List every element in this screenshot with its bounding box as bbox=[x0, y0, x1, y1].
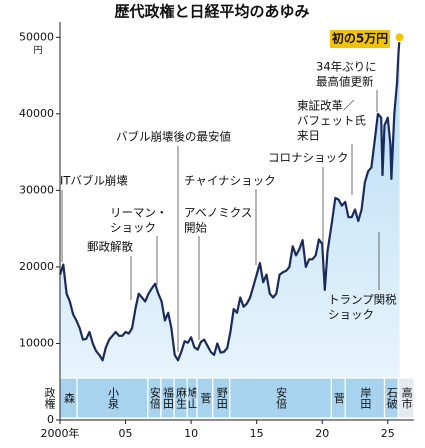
badge-text: 初の5万円 bbox=[332, 31, 388, 46]
y-tick-label: 20000 bbox=[19, 260, 54, 273]
area bbox=[60, 37, 400, 421]
annotation: バフェット氏 bbox=[297, 114, 366, 128]
cabinet-name: 森 bbox=[63, 391, 76, 404]
x-tick-label: 25 bbox=[381, 427, 395, 440]
annotation: チャイナショック bbox=[184, 174, 276, 188]
x-tick-label: 10 bbox=[184, 427, 198, 440]
cabinet-cell bbox=[344, 377, 386, 419]
y-tick-label: 40000 bbox=[19, 107, 54, 120]
annotation: 郵政解散 bbox=[87, 240, 133, 254]
line bbox=[58, 37, 401, 362]
main-layer: 0 10000 20000 30000 40000 50000 円 2000年 05 10 15 20… bbox=[19, 22, 414, 440]
cabinet-cell bbox=[76, 377, 149, 419]
cabinet-name: 福田 bbox=[162, 386, 175, 409]
cabinet-name: 鳩山 bbox=[186, 386, 199, 409]
annotation: 来日 bbox=[297, 129, 320, 143]
cabinet-name: 石破 bbox=[385, 387, 398, 410]
cabinet-name: 小泉 bbox=[106, 387, 119, 409]
y-unit: 円 bbox=[33, 45, 42, 56]
x-tick-label: 2000年 bbox=[41, 426, 80, 440]
end-point bbox=[394, 32, 405, 43]
x-tick-label: 15 bbox=[250, 427, 264, 440]
annotation: バブル崩壊後の最安値 bbox=[116, 130, 231, 144]
annotation: 最高値更新 bbox=[316, 75, 374, 89]
cabinet-cell bbox=[229, 377, 333, 419]
cabinet-name: 高市 bbox=[400, 386, 413, 410]
annotation: コロナショック bbox=[268, 151, 349, 165]
x-tick-label: 20 bbox=[315, 427, 329, 440]
cabinet-label-cell bbox=[38, 378, 60, 418]
chart-title: 歴代政権と日経平均のあゆみ bbox=[114, 3, 309, 21]
cabinet-name: 菅 bbox=[332, 392, 345, 404]
y-tick-label: 10000 bbox=[19, 336, 54, 349]
cabinet-band: 政権森小泉 安倍 福田 麻生鳩山菅野田 安倍菅岸田 石破 高市 bbox=[38, 377, 415, 419]
annotation: アベノミクス bbox=[184, 206, 252, 220]
annotation: ショック bbox=[110, 221, 156, 235]
annotation: 東証改革／ bbox=[297, 99, 355, 113]
annotation: 34年ぶりに bbox=[316, 60, 377, 74]
cabinet-name: 岸田 bbox=[359, 387, 372, 409]
annotation: リーマン・ bbox=[110, 206, 168, 220]
y-tick-label: 50000 bbox=[19, 30, 54, 43]
y-tick-label: 30000 bbox=[19, 183, 54, 196]
y-tick-label: 0 bbox=[47, 413, 54, 426]
cabinet-name: 野田 bbox=[215, 387, 228, 409]
annotation-badge bbox=[330, 30, 390, 48]
annotation: トランプ関税 bbox=[328, 293, 397, 307]
annotation: ITバブル崩壊 bbox=[60, 174, 128, 188]
annotation: 開始 bbox=[184, 221, 207, 235]
cabinet-cell bbox=[397, 377, 415, 419]
annotation: ショック bbox=[328, 308, 374, 322]
cabinet-name: 菅 bbox=[199, 392, 212, 404]
cabinet-name: 安倍 bbox=[275, 386, 288, 410]
cabinet-name: 安倍 bbox=[148, 386, 161, 410]
x-tick-label: 05 bbox=[119, 427, 133, 440]
cabinet-label: 政権 bbox=[43, 386, 56, 410]
cabinet-name: 麻生 bbox=[175, 386, 188, 409]
area-layer bbox=[60, 37, 400, 421]
